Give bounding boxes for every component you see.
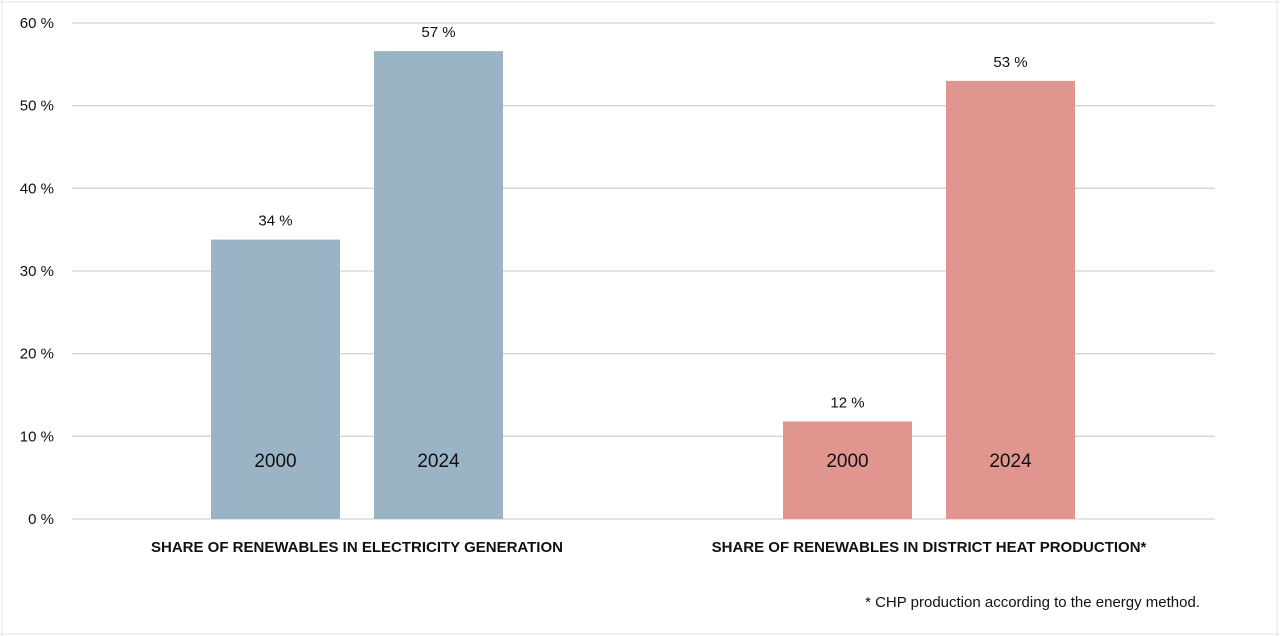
data-labels: 34 % 2000 57 % 2024 12 % 2000 53 % 2024 <box>254 24 1032 472</box>
bar-value-label: 57 % <box>421 24 455 41</box>
y-tick-label: 0 % <box>28 511 54 528</box>
y-tick-label: 60 % <box>20 15 54 32</box>
y-tick-label: 30 % <box>20 263 54 280</box>
bar-category-label: 2024 <box>417 451 460 472</box>
bar-value-label: 53 % <box>993 54 1027 71</box>
bar-category-label: 2024 <box>989 451 1032 472</box>
y-tick-label: 20 % <box>20 346 54 363</box>
bar-category-label: 2000 <box>826 451 868 472</box>
bar-value-label: 12 % <box>830 394 864 411</box>
y-tick-label: 10 % <box>20 428 54 445</box>
bar <box>374 51 503 520</box>
y-axis-tick-labels: 0 % 10 % 20 % 30 % 40 % 50 % 60 % <box>20 15 54 528</box>
group-label: SHARE OF RENEWABLES IN ELECTRICITY GENER… <box>151 539 563 556</box>
bars <box>211 51 1075 520</box>
bar <box>211 239 340 519</box>
bar <box>783 421 912 519</box>
group-label: SHARE OF RENEWABLES IN DISTRICT HEAT PRO… <box>712 539 1147 556</box>
y-tick-label: 50 % <box>20 98 54 115</box>
bar-category-label: 2000 <box>254 451 296 472</box>
bar-value-label: 34 % <box>258 213 292 230</box>
bar <box>946 80 1075 519</box>
footnote: * CHP production according to the energy… <box>865 594 1200 611</box>
y-tick-label: 40 % <box>20 180 54 197</box>
group-labels: SHARE OF RENEWABLES IN ELECTRICITY GENER… <box>151 539 1147 556</box>
